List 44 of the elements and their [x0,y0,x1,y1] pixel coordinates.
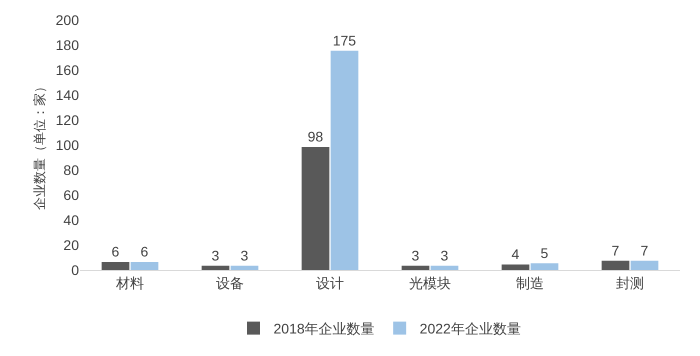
data-label: 98 [308,128,324,144]
bar [402,266,430,270]
y-tick-label: 20 [63,236,80,253]
x-tick-label: 制造 [516,274,544,291]
bar [530,263,558,270]
data-label: 7 [612,242,620,258]
data-label: 3 [440,247,448,264]
y-tick-label: 60 [63,186,80,203]
y-tick-label: 120 [56,112,80,128]
data-label: 6 [140,244,148,260]
y-axis-title: 企业数量（单位：家） [32,80,47,210]
legend-label: 2018年企业数量 [274,320,375,337]
y-tick-label: 80 [63,162,80,178]
y-tick-label: 100 [56,136,80,153]
bar [202,266,230,270]
data-label: 4 [512,246,520,262]
bar [430,266,458,270]
y-tick-label: 40 [63,212,80,228]
x-tick-label: 封测 [616,274,644,291]
data-label: 175 [332,32,356,48]
bar [130,262,158,270]
x-tick-label: 光模块 [409,274,451,291]
bar [630,260,658,270]
data-label: 3 [240,247,248,264]
bar [302,147,330,270]
bar [102,262,130,270]
x-tick-label: 设备 [216,274,244,291]
data-label: 6 [112,244,120,260]
bar [602,260,630,270]
y-tick-label: 140 [56,86,80,103]
y-tick-label: 160 [56,62,80,78]
y-tick-label: 200 [56,12,80,28]
legend-label: 2022年企业数量 [420,320,521,337]
data-label: 7 [640,242,648,258]
data-label: 3 [412,247,420,264]
x-tick-label: 材料 [115,274,144,291]
y-tick-label: 0 [71,262,80,278]
bar [230,266,258,270]
x-tick-label: 设计 [316,274,344,291]
y-tick-label: 180 [56,36,80,53]
data-label: 5 [540,244,548,261]
bar [502,264,530,270]
bar [330,50,358,270]
data-label: 3 [212,247,220,264]
